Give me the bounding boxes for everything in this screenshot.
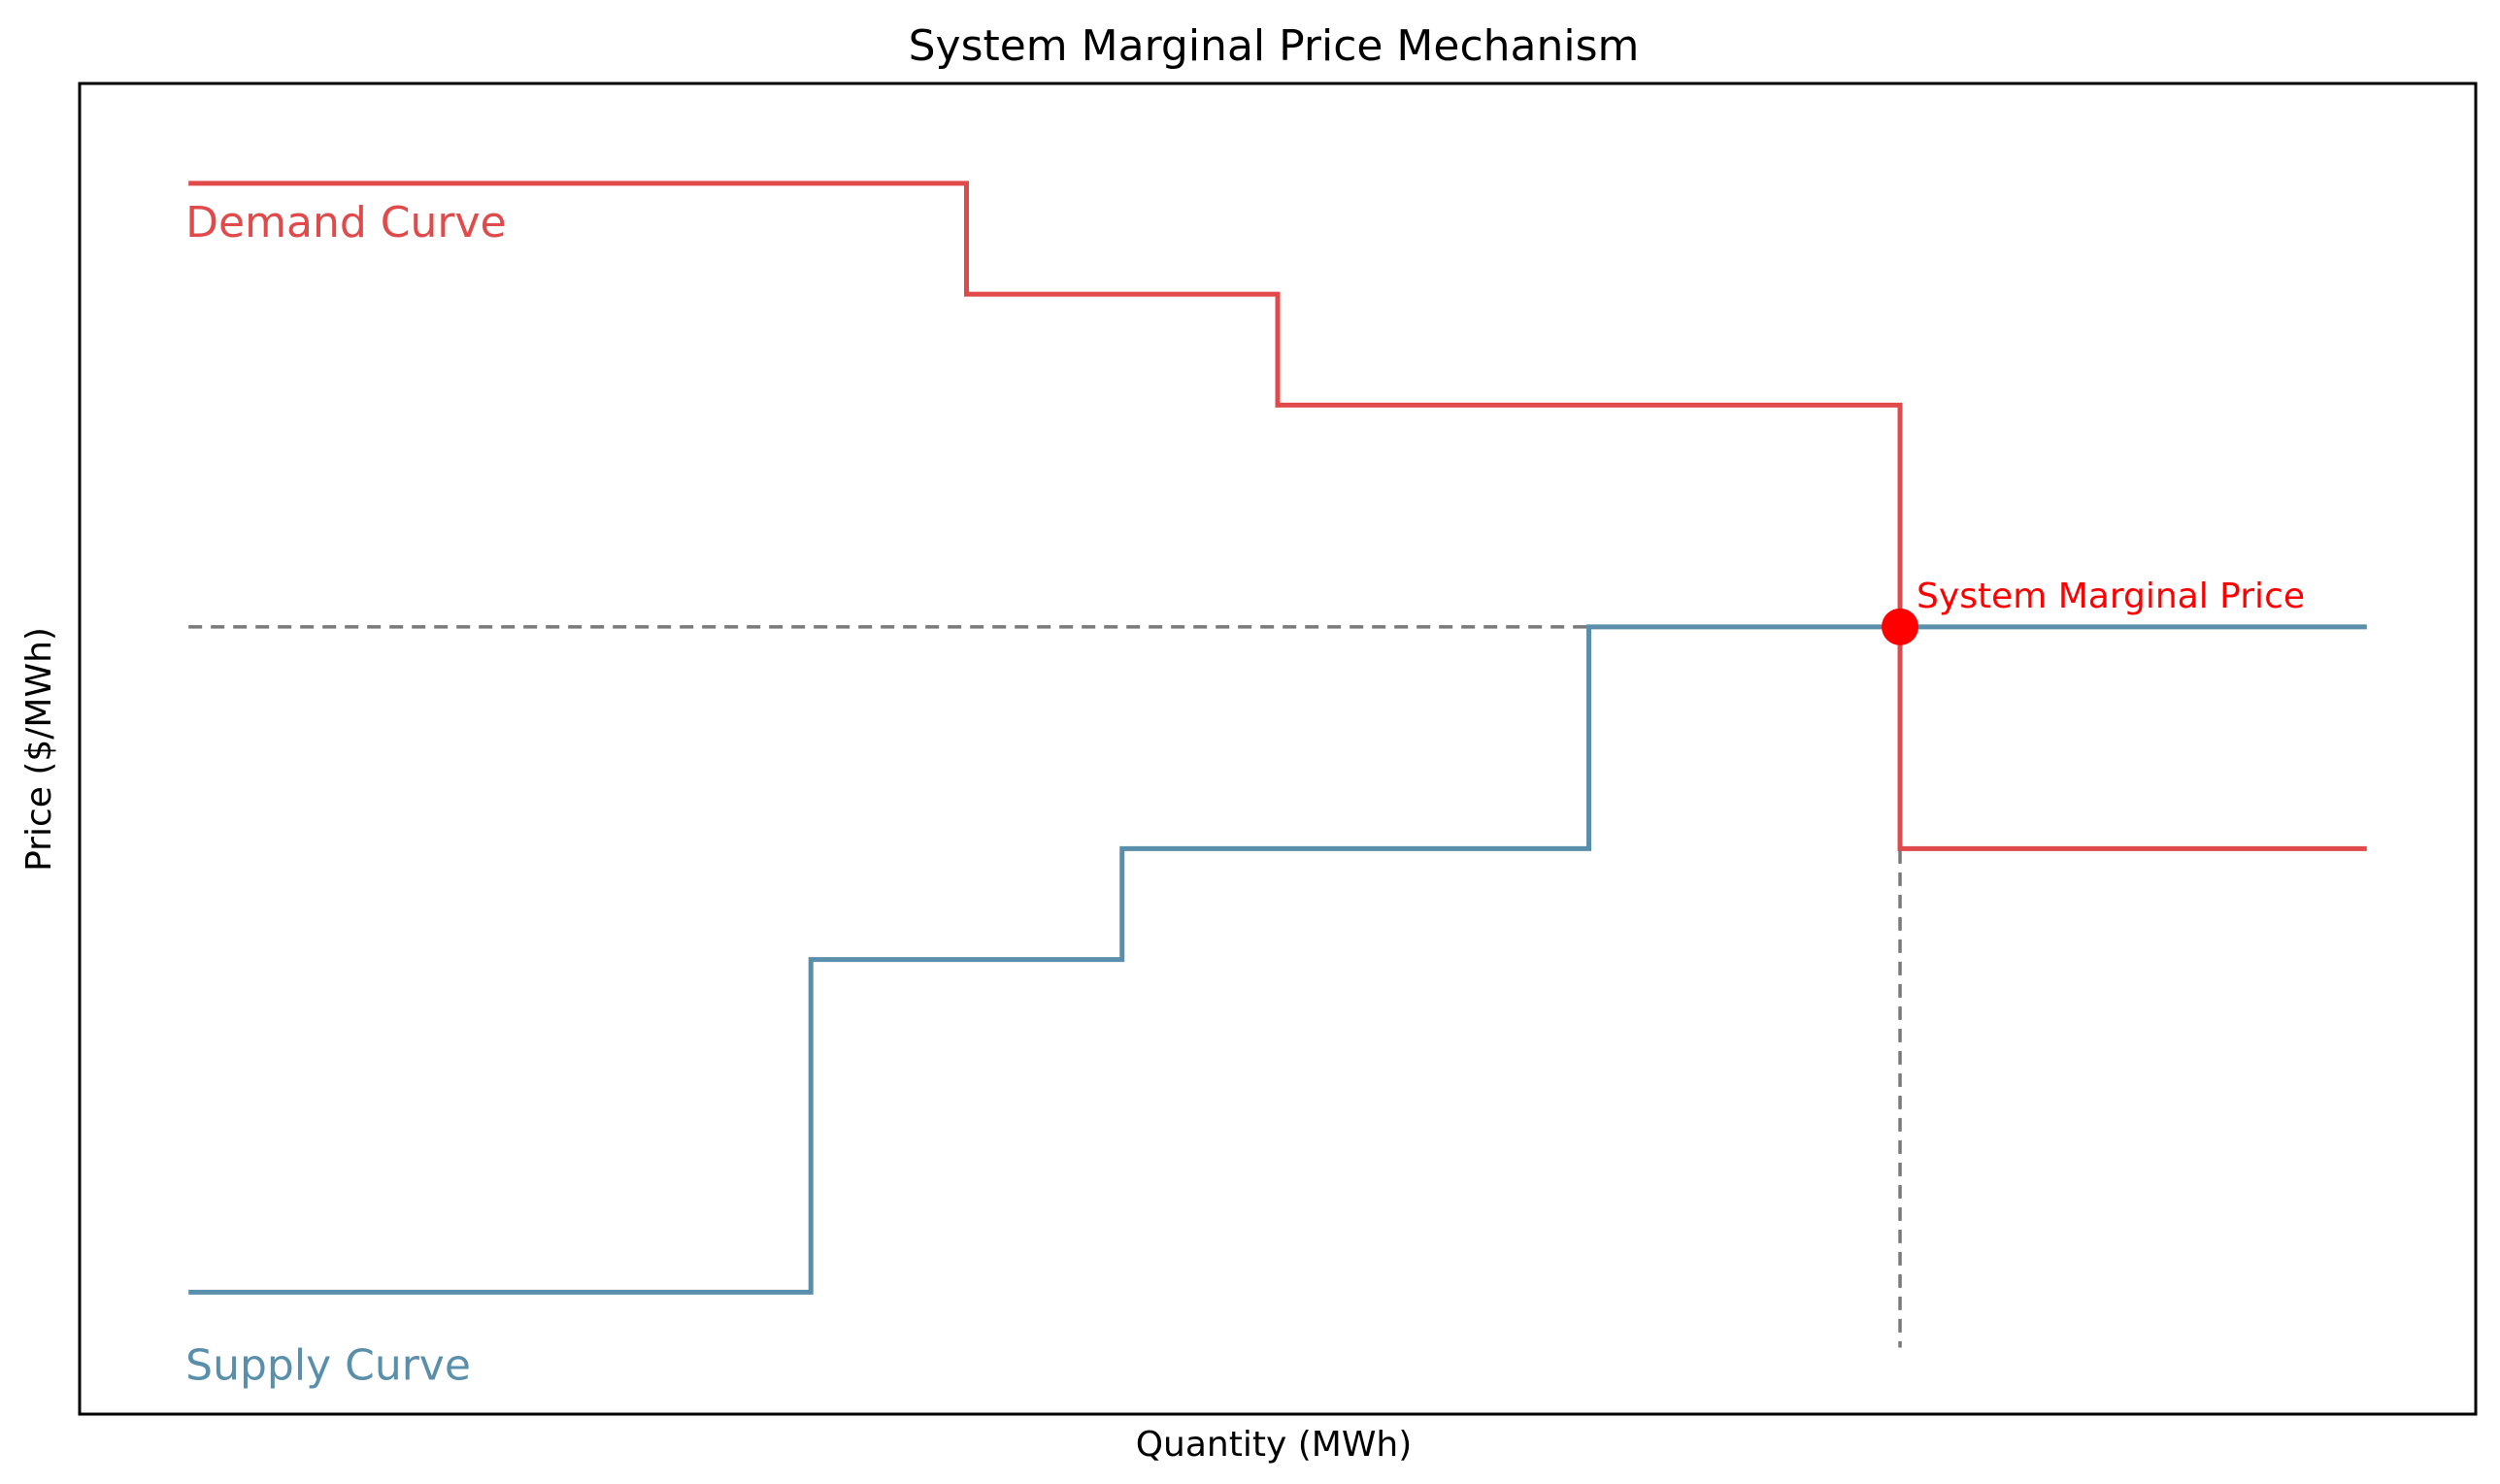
chart-title: System Marginal Price Mechanism: [909, 21, 1640, 71]
demand-curve-label: Demand Curve: [185, 198, 506, 247]
system-marginal-price-label: System Marginal Price: [1917, 577, 2305, 616]
supply-curve-label: Supply Curve: [185, 1340, 471, 1390]
plot-frame: [78, 82, 2478, 1416]
system-marginal-price-point: [1882, 608, 1919, 645]
demand-curve-line: [188, 181, 2367, 851]
y-axis-label: Price ($/MWh): [19, 627, 59, 872]
supply-curve-line: [188, 624, 2367, 1295]
plot-layer: Demand Curve Supply Curve System Marginal …: [185, 181, 2367, 1390]
x-axis-label: Quantity (MWh): [1136, 1425, 1413, 1465]
